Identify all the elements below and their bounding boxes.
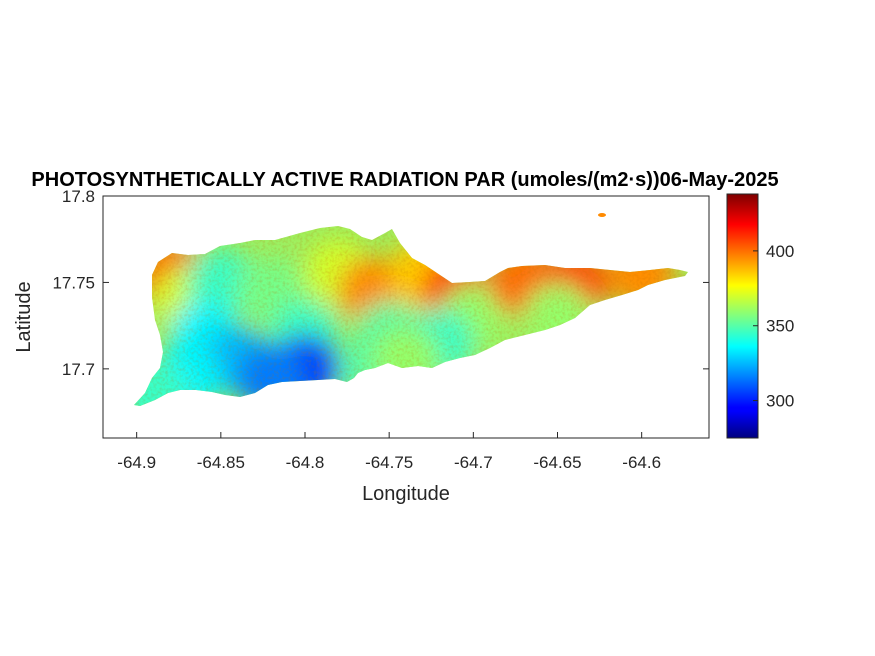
x-tick-label: -64.65	[533, 453, 581, 472]
chart-title: PHOTOSYNTHETICALLY ACTIVE RADIATION PAR …	[31, 169, 778, 191]
x-axis-ticks: -64.9 -64.85 -64.8 -64.75 -64.7 -64.65 -64.6	[117, 432, 661, 472]
x-tick-label: -64.8	[286, 453, 325, 472]
x-tick-label: -64.9	[117, 453, 156, 472]
y-tick-label: 17.75	[52, 273, 95, 292]
x-tick-label: -64.75	[365, 453, 413, 472]
x-tick-label: -64.85	[197, 453, 245, 472]
y-tick-label: 17.7	[62, 360, 95, 379]
colorbar	[726, 193, 759, 439]
colorbar-tick-label: 350	[766, 317, 794, 336]
colorbar-ticks: 300 350 400	[753, 242, 794, 411]
colorbar-tick-label: 300	[766, 392, 794, 411]
y-axis-label: Latitude	[13, 281, 35, 352]
x-tick-label: -64.7	[454, 453, 493, 472]
y-axis-ticks: 17.7 17.75 17.8	[52, 187, 709, 379]
x-axis-label: Longitude	[362, 483, 450, 505]
x-tick-label: -64.6	[622, 453, 661, 472]
y-tick-label: 17.8	[62, 187, 95, 206]
offshore-islet	[598, 213, 606, 217]
colorbar-tick-label: 400	[766, 242, 794, 261]
